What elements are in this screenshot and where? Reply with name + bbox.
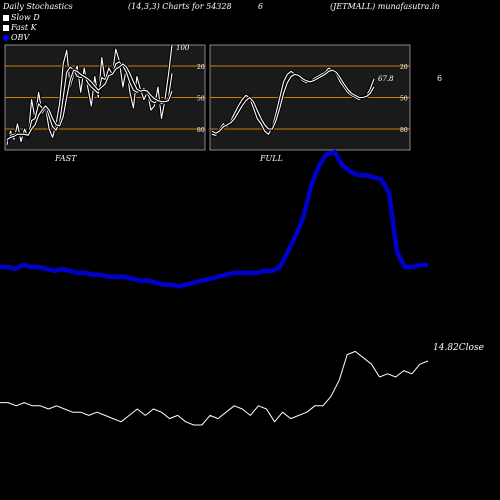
full-tick-20: 20 <box>400 64 408 71</box>
chart-params: (14,3,3) Charts for 54328 <box>128 2 232 11</box>
header-number: 6 <box>258 2 264 11</box>
full-series-1-line <box>211 69 375 134</box>
chart-title: Daily Stochastics <box>3 2 73 11</box>
full-series-0-line <box>211 67 375 136</box>
legend-fast-k: Fast K <box>3 23 37 32</box>
full-tick-80: 80 <box>400 127 408 134</box>
close-line <box>0 350 429 426</box>
close-value-label: 14.82Close <box>433 343 484 353</box>
full-tick-50: 50 <box>400 96 408 103</box>
legend-label-fast-k: Fast K <box>11 23 37 32</box>
full-last-value-label: 67.8 <box>378 75 394 83</box>
legend-label-obv: OBV <box>11 33 30 42</box>
legend-swatch-slow-d <box>3 15 9 21</box>
legend-obv: OBV <box>3 33 29 42</box>
legend-label-slow-d: Slow D <box>11 13 40 22</box>
legend-swatch-fast-k <box>3 25 9 31</box>
right-number-label: 6 <box>437 74 442 83</box>
fast-panel-label: FAST <box>54 154 77 163</box>
site-label: (JETMALL) munafasutra.in <box>330 2 440 11</box>
obv-line <box>0 149 428 289</box>
fast-last-value-label: 100 <box>176 44 190 52</box>
fast-tick-80: 80 <box>197 127 205 134</box>
legend-slow-d: Slow D <box>3 13 40 22</box>
full-panel-label: FULL <box>259 154 283 163</box>
fast-tick-50: 50 <box>197 96 205 103</box>
legend-swatch-obv <box>3 35 9 41</box>
fast-tick-20: 20 <box>197 64 205 71</box>
fast-series-2-line <box>6 63 173 140</box>
